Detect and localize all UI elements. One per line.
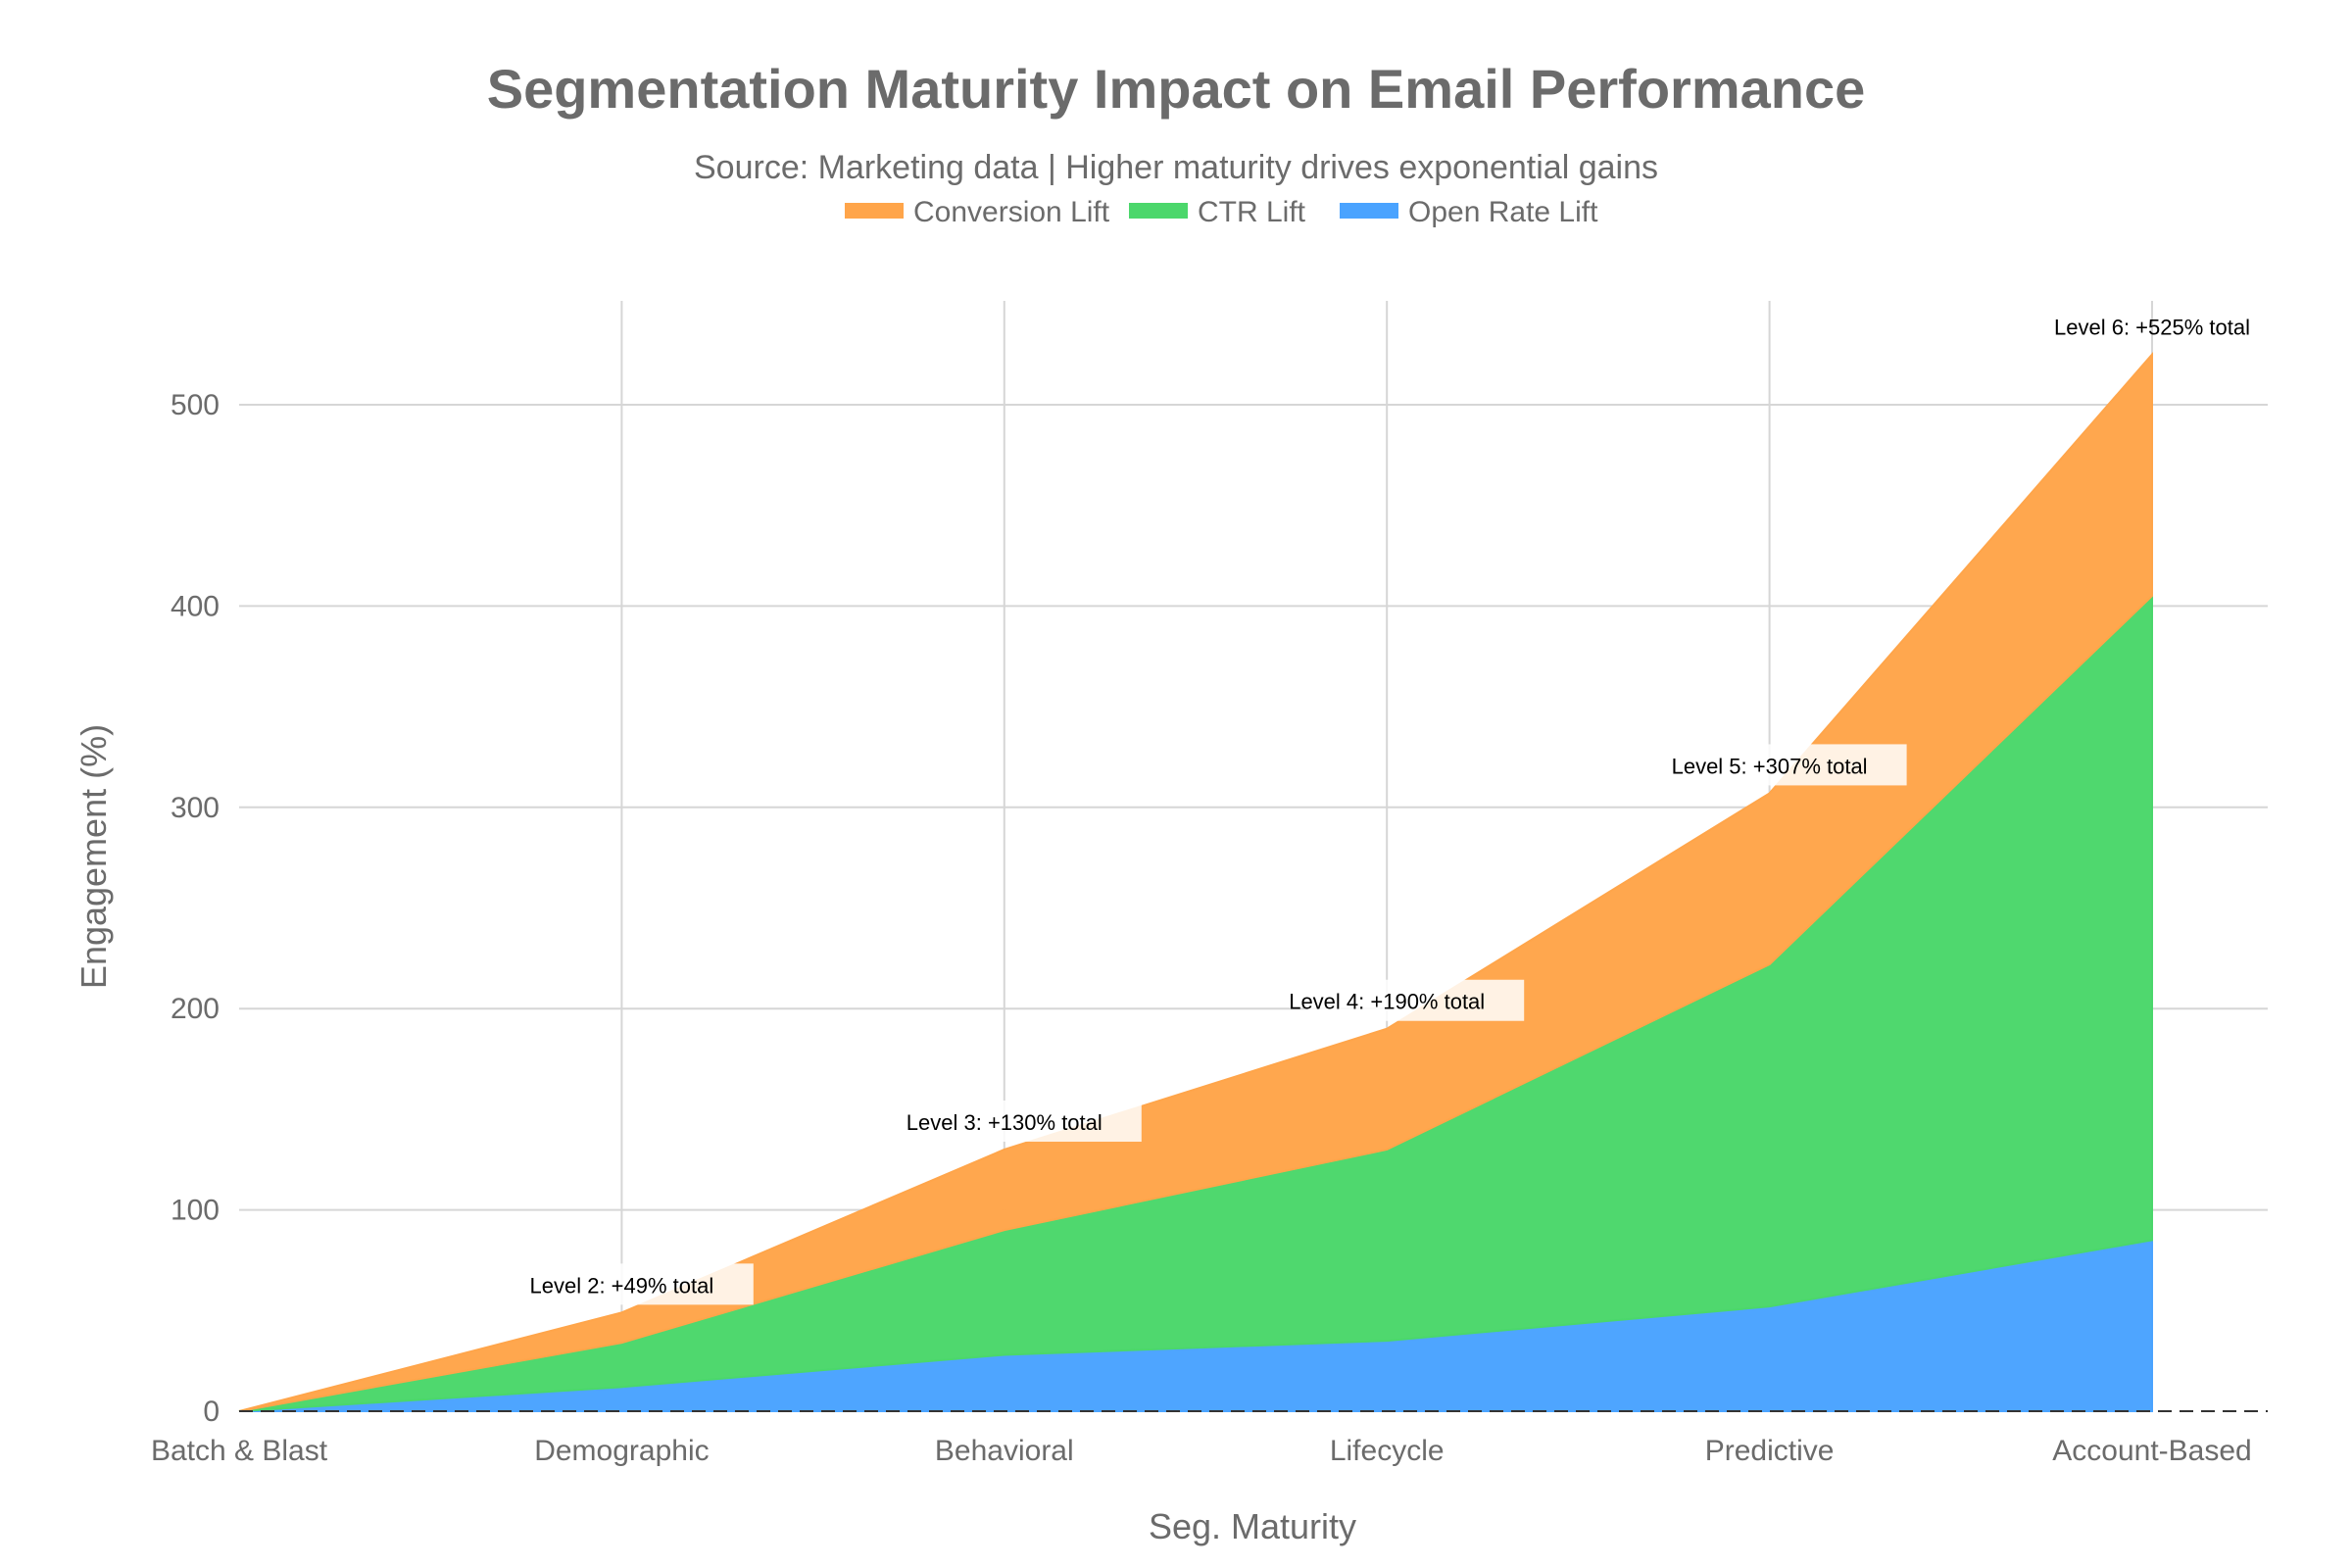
legend-label: Open Rate Lift (1408, 196, 1598, 228)
legend-swatch (845, 203, 904, 219)
y-tick-label: 500 (171, 389, 220, 421)
annotation-label: Level 5: +307% total (1672, 754, 1868, 778)
x-axis-title: Seg. Maturity (1149, 1506, 1356, 1546)
legend-swatch (1129, 203, 1188, 219)
chart-title: Segmentation Maturity Impact on Email Pe… (487, 58, 1866, 120)
annotations: Level 2: +49% total Level 3: +130% total L… (530, 316, 2250, 1305)
annotation-label: Level 6: +525% total (2054, 316, 2250, 340)
annotation-background (1308, 979, 1525, 1021)
y-tick-label: 300 (171, 792, 220, 824)
x-tick-label: Predictive (1705, 1435, 1835, 1467)
legend: Conversion Lift CTR Lift Open Rate Lift (845, 196, 1598, 228)
y-axis-title: Engagement (%) (74, 724, 114, 989)
annotation-label: Level 4: +190% total (1289, 990, 1485, 1014)
legend-swatch (1340, 203, 1398, 219)
annotation-background (1690, 744, 1907, 786)
annotation-background (925, 1100, 1142, 1142)
legend-label: CTR Lift (1198, 196, 1306, 228)
annotation-label: Level 2: +49% total (530, 1273, 714, 1298)
area-conversion-lift (238, 351, 2153, 1412)
chart-subtitle: Source: Marketing data | Higher maturity… (694, 149, 1658, 186)
x-tick-label: Behavioral (935, 1435, 1074, 1467)
ticks: 0 100 200 300 400 500 Batch & Blast Demographic… (151, 389, 2252, 1467)
y-tick-label: 0 (203, 1396, 220, 1428)
legend-label: Conversion Lift (913, 196, 1110, 228)
annotation-background (549, 1263, 754, 1305)
y-tick-label: 100 (171, 1195, 220, 1227)
annotation-label: Level 3: +130% total (906, 1110, 1102, 1135)
y-tick-label: 400 (171, 590, 220, 622)
y-tick-label: 200 (171, 993, 220, 1025)
areas (238, 351, 2268, 1412)
x-tick-label: Demographic (534, 1435, 709, 1467)
x-tick-label: Batch & Blast (151, 1435, 328, 1467)
x-tick-label: Lifecycle (1330, 1435, 1445, 1467)
x-tick-label: Account-Based (2052, 1435, 2251, 1467)
